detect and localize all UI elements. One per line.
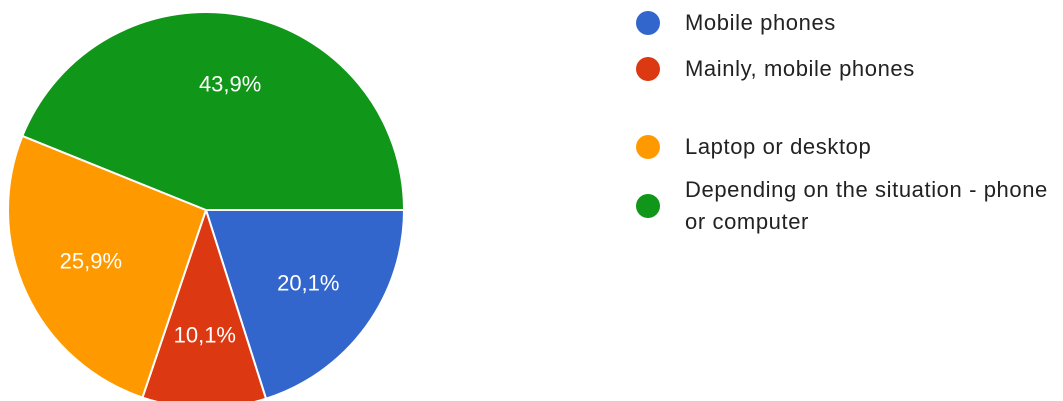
- pie-slice: [21, 11, 406, 211]
- legend-label: Laptop or desktop: [685, 134, 872, 159]
- pie-slice: [204, 209, 406, 400]
- legend-item: Laptop or desktop: [636, 131, 1055, 163]
- legend-marker: [636, 57, 660, 81]
- legend-label: Depending on the situation - phone or co…: [685, 177, 1048, 234]
- slice-label: 43,9%: [199, 71, 261, 96]
- legend-marker: [636, 11, 660, 35]
- legend-label: Mainly, mobile phones: [685, 56, 915, 81]
- legend-marker: [636, 135, 660, 159]
- legend-item: Mobile phones: [636, 7, 1055, 39]
- slice-label: 25,9%: [60, 249, 122, 274]
- legend-label: Mobile phones: [685, 10, 836, 35]
- slice-label: 10,1%: [174, 323, 236, 348]
- slice-label: 20,1%: [277, 271, 339, 296]
- chart: 20,1% 10,1% 25,9% 43,9%: [7, 11, 406, 401]
- legend-item: Depending on the situation - phone or co…: [636, 174, 1055, 238]
- pie-slice: [7, 134, 208, 399]
- legend-item: Mainly, mobile phones: [636, 53, 1055, 85]
- pie-slice: [141, 206, 268, 401]
- legend-marker: [636, 194, 660, 218]
